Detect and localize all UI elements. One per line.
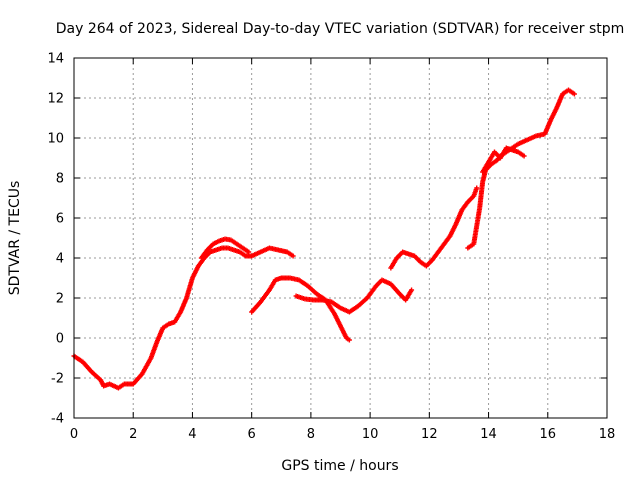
series-markers [388, 185, 480, 271]
data-point [521, 153, 527, 159]
series-arc-1 [71, 245, 296, 391]
data-point [290, 253, 296, 259]
y-tick-label: 14 [47, 52, 64, 67]
x-tick-label: 16 [540, 427, 557, 442]
series-line [73, 247, 294, 389]
data-series [71, 87, 577, 391]
grid-lines [74, 58, 607, 418]
y-tick-labels: -4 -2 0 2 4 6 8 10 12 14 [47, 52, 64, 427]
x-tick-label: 12 [421, 427, 438, 442]
x-tick-label: 8 [307, 427, 315, 442]
series-arc-3 [249, 275, 352, 343]
series-arc-7 [480, 145, 527, 175]
y-tick-label: 6 [56, 212, 64, 227]
y-tick-label: 12 [47, 92, 64, 107]
y-tick-label: -2 [51, 372, 64, 387]
series-arc-4 [293, 277, 415, 315]
series-markers [480, 145, 527, 175]
series-markers [249, 275, 352, 343]
y-axis-label: SDTVAR / TECUs [7, 181, 23, 296]
x-tick-label: 4 [188, 427, 196, 442]
series-markers [198, 236, 252, 261]
y-tick-label: 2 [56, 292, 64, 307]
series-line [250, 277, 351, 341]
series-arc-2 [198, 236, 252, 261]
data-point [409, 287, 415, 293]
series-markers [293, 277, 415, 315]
data-point [346, 337, 352, 343]
y-tick-label: 0 [56, 332, 64, 347]
chart-title: Day 264 of 2023, Sidereal Day-to-day VTE… [56, 21, 625, 37]
x-tick-label: 0 [70, 427, 78, 442]
x-tick-label: 14 [480, 427, 497, 442]
y-tick-label: 10 [47, 132, 64, 147]
data-point [571, 91, 577, 97]
x-tick-label: 2 [129, 427, 137, 442]
x-tick-label: 10 [362, 427, 379, 442]
x-axis-label: GPS time / hours [281, 458, 398, 474]
data-point [246, 249, 252, 255]
y-tick-label: 8 [56, 172, 64, 187]
x-tick-label: 6 [248, 427, 256, 442]
axis-ticks [73, 57, 608, 419]
data-point [474, 185, 480, 191]
y-tick-label: 4 [56, 252, 64, 267]
series-arc-5 [388, 185, 480, 271]
x-tick-label: 18 [599, 427, 616, 442]
series-markers [71, 245, 296, 391]
plot-frame [73, 57, 608, 419]
y-tick-label: -4 [51, 412, 64, 427]
x-tick-labels: 0 2 4 6 8 10 12 14 16 18 [70, 427, 615, 442]
